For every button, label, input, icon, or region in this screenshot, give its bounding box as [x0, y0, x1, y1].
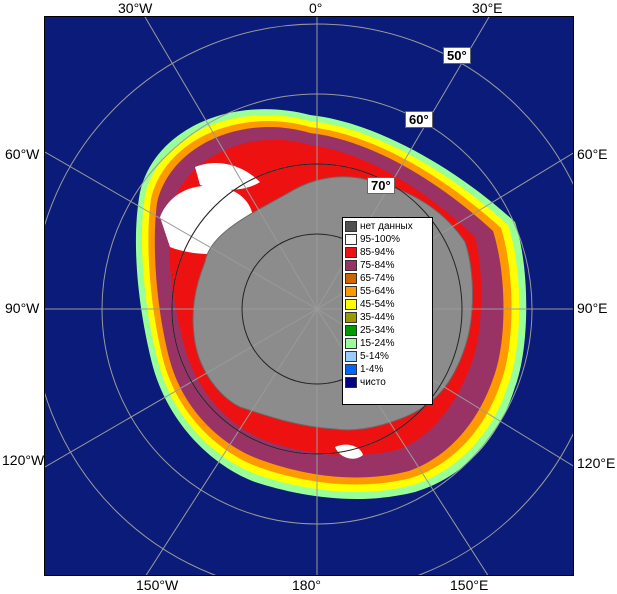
lon-label-90e: 90°E: [577, 300, 608, 316]
polar-map: [45, 17, 573, 575]
legend-swatch: [345, 286, 357, 297]
lon-label-60e: 60°E: [577, 146, 608, 162]
lat-label-60: 60°: [405, 111, 433, 128]
legend-label: 15-24%: [360, 338, 395, 349]
lat-label-70: 70°: [367, 177, 395, 194]
legend-swatch: [345, 377, 357, 388]
legend-item: 15-24%: [345, 337, 430, 350]
legend-swatch: [345, 221, 357, 232]
legend-item: 55-64%: [345, 285, 430, 298]
legend-item: 35-44%: [345, 311, 430, 324]
legend-swatch: [345, 260, 357, 271]
lon-label-30e: 30°E: [472, 0, 503, 16]
legend-label: нет данных: [360, 221, 413, 232]
legend-swatch: [345, 247, 357, 258]
lat-label-50: 50°: [443, 47, 471, 64]
legend-swatch: [345, 338, 357, 349]
lon-label-180: 180°: [292, 577, 321, 593]
legend-label: 95-100%: [360, 234, 401, 245]
lon-label-60w: 60°W: [5, 146, 40, 162]
legend-label: 75-84%: [360, 260, 395, 271]
legend-swatch: [345, 325, 357, 336]
legend-label: 65-74%: [360, 273, 395, 284]
legend-item: 95-100%: [345, 233, 430, 246]
lon-label-120e: 120°E: [577, 455, 616, 471]
ice-fast-white-3: [335, 444, 363, 459]
legend-swatch: [345, 273, 357, 284]
lon-label-120w: 120°W: [2, 452, 45, 468]
legend-swatch: [345, 234, 357, 245]
legend-swatch: [345, 364, 357, 375]
lon-label-150e: 150°E: [450, 577, 489, 593]
legend-item: 75-84%: [345, 259, 430, 272]
ice-fast-white-2: [195, 162, 260, 190]
lon-label-30w: 30°W: [118, 0, 153, 16]
legend-label: 55-64%: [360, 286, 395, 297]
legend: нет данных 95-100% 85-94% 75-84% 65-74% 55-64…: [342, 217, 433, 405]
legend-label: 25-34%: [360, 325, 395, 336]
legend-label: 35-44%: [360, 312, 395, 323]
legend-item: 85-94%: [345, 246, 430, 259]
legend-swatch: [345, 312, 357, 323]
lon-label-0: 0°: [309, 0, 323, 16]
legend-item: 25-34%: [345, 324, 430, 337]
legend-item: 1-4%: [345, 363, 430, 376]
legend-swatch: [345, 351, 357, 362]
legend-item: 5-14%: [345, 350, 430, 363]
map-frame: 50° 60° 70° нет данных 95-100% 85-94% 75-84…: [44, 16, 574, 576]
lon-label-90w: 90°W: [5, 300, 40, 316]
legend-label: 5-14%: [360, 351, 389, 362]
legend-label: 85-94%: [360, 247, 395, 258]
legend-item: 45-54%: [345, 298, 430, 311]
legend-item: чисто: [345, 376, 430, 389]
lon-label-150w: 150°W: [136, 577, 179, 593]
legend-swatch: [345, 299, 357, 310]
legend-item: 65-74%: [345, 272, 430, 285]
legend-label: чисто: [360, 377, 386, 388]
legend-item: нет данных: [345, 220, 430, 233]
legend-label: 45-54%: [360, 299, 395, 310]
legend-label: 1-4%: [360, 364, 384, 375]
